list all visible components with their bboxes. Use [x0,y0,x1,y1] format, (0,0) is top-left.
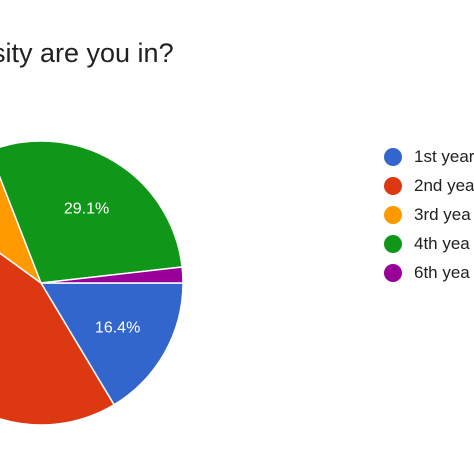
legend-swatch-2nd-year [384,176,402,195]
legend-item[interactable]: 4th yea [384,229,474,258]
legend-item[interactable]: 3rd yea [384,200,474,229]
legend-label: 6th yea [414,262,470,282]
slice-value-label: 29.1% [64,201,109,218]
chart-title: sity are you in? [0,38,174,68]
legend-swatch-1st-year [384,147,402,166]
legend-label: 1st year [414,146,474,166]
legend-swatch-4th-year [384,234,402,253]
legend-label: 2nd yea [414,175,474,195]
pie-slice-4th-year[interactable] [0,140,183,284]
slice-value-label: 16.4% [95,319,140,336]
legend-item[interactable]: 2nd yea [384,171,474,200]
legend-item[interactable]: 6th yea [384,258,474,287]
legend-label: 3rd yea [414,204,471,224]
chart-legend: 1st year 2nd yea 3rd yea 4th yea 6th yea [384,142,474,287]
legend-label: 4th yea [414,233,470,253]
legend-swatch-6th-year [384,263,402,282]
pie-slice-6th-year[interactable] [40,266,184,284]
pie-slice-1st-year[interactable] [39,282,184,406]
legend-item[interactable]: 1st year [384,142,474,171]
pie-slice-2nd-year[interactable] [0,200,116,426]
legend-swatch-3rd-year [384,205,402,224]
